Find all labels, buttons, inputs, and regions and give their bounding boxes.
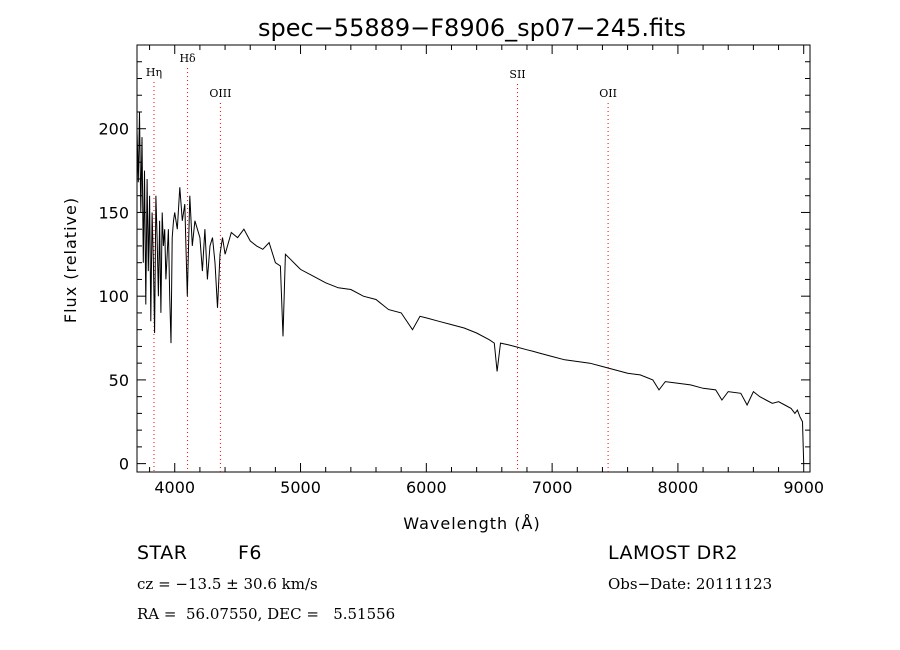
line-marker-label: Hδ — [179, 52, 196, 65]
plot-area: 4000 5000 6000 7000 8000 9000 0 50 100 150 200 Hη Hδ… — [98, 44, 824, 497]
x-tick-label: 9000 — [783, 478, 824, 497]
line-marker-label: OII — [599, 87, 617, 100]
y-axis-label: Flux (relative) — [61, 197, 80, 323]
x-tick-label: 8000 — [658, 478, 699, 497]
y-tick-label: 0 — [119, 455, 129, 474]
x-tick-label: 5000 — [280, 478, 321, 497]
observation-date: Obs−Date: 20111123 — [608, 575, 773, 593]
y-tick-label: 50 — [109, 371, 129, 390]
spectrum-line — [136, 111, 805, 464]
spectral-subclass: F6 — [238, 542, 263, 564]
coordinates: RA = 56.07550, DEC = 5.51556 — [137, 605, 396, 623]
redshift-value: cz = −13.5 ± 30.6 km/s — [137, 575, 318, 593]
line-marker-label: Hη — [146, 66, 162, 79]
line-marker-label: SII — [509, 68, 525, 81]
x-tick-label: 6000 — [406, 478, 447, 497]
line-marker-label: OIII — [209, 87, 231, 100]
object-type: STAR — [137, 542, 188, 564]
plot-frame — [136, 44, 811, 473]
y-tick-label: 100 — [98, 287, 129, 306]
x-tick-label: 7000 — [532, 478, 573, 497]
chart-title: spec−55889−F8906_sp07−245.fits — [258, 14, 686, 42]
y-tick-label: 200 — [98, 120, 129, 139]
x-tick-label: 4000 — [154, 478, 195, 497]
y-tick-label: 150 — [98, 203, 129, 222]
x-axis-label: Wavelength (Å) — [403, 514, 540, 533]
survey-name: LAMOST DR2 — [608, 542, 738, 564]
